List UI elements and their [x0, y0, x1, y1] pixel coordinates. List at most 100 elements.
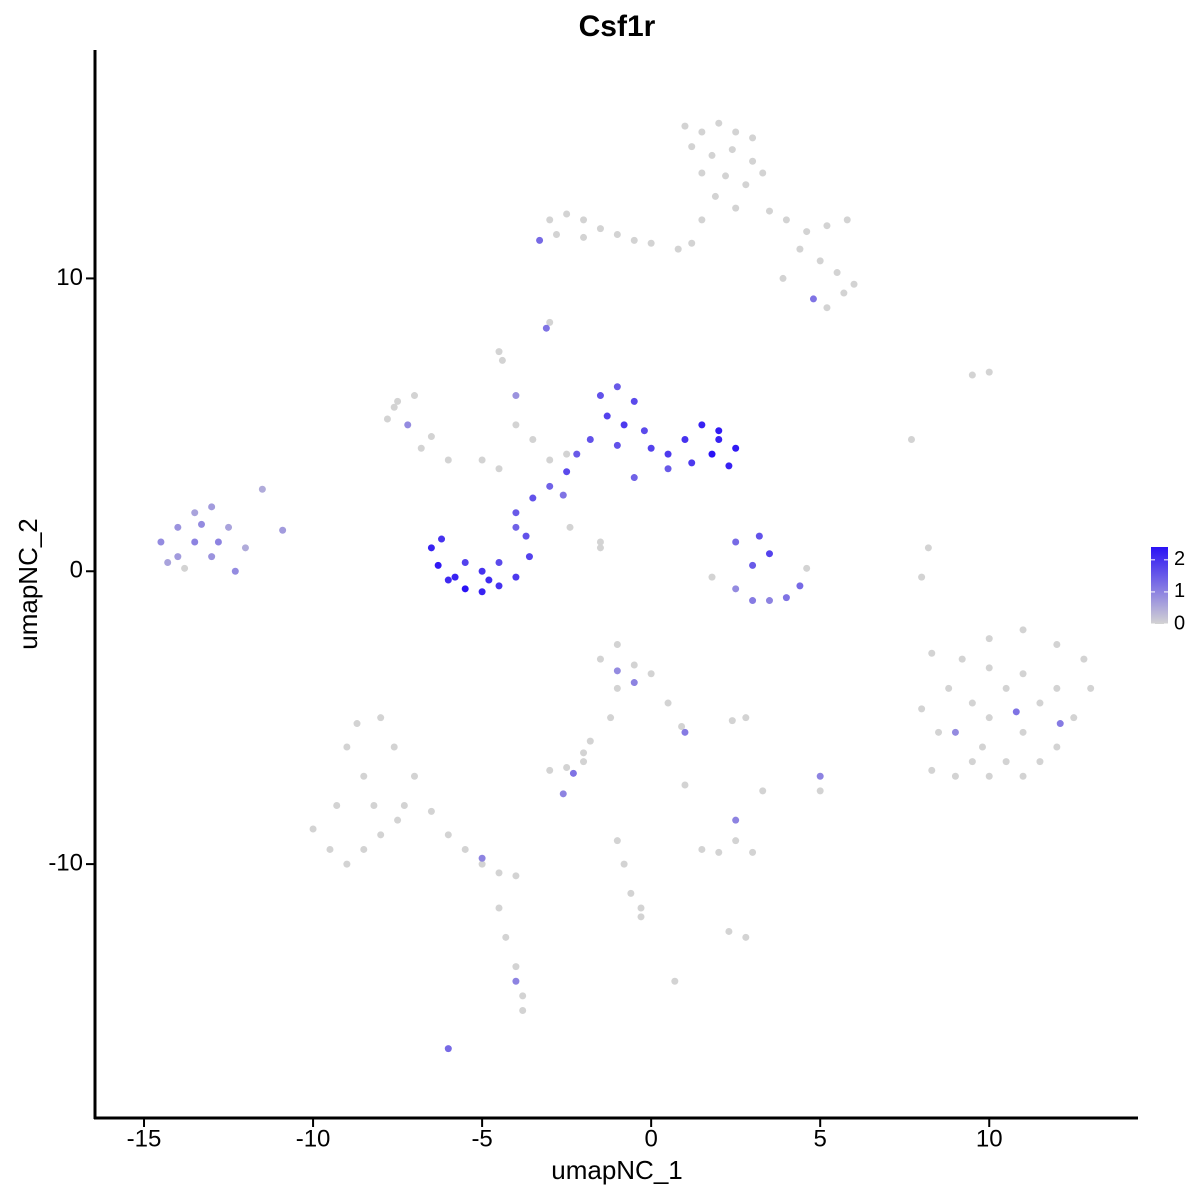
point	[678, 722, 686, 730]
point	[698, 216, 706, 224]
point	[968, 371, 976, 379]
point	[208, 503, 216, 511]
point	[637, 904, 645, 912]
point	[343, 743, 351, 751]
point	[816, 257, 824, 265]
point	[495, 582, 503, 590]
point	[688, 459, 696, 467]
colorbar-tick-label: 1	[1174, 580, 1185, 602]
point	[444, 1045, 452, 1053]
point	[698, 421, 706, 429]
point	[502, 933, 510, 941]
point	[566, 523, 574, 531]
point	[985, 664, 993, 672]
point	[945, 684, 953, 692]
point	[732, 816, 740, 824]
point	[664, 450, 672, 458]
point	[427, 544, 435, 552]
point	[326, 845, 334, 853]
point	[715, 427, 723, 435]
point	[461, 558, 469, 566]
point	[478, 860, 486, 868]
point	[732, 538, 740, 546]
point	[732, 128, 740, 136]
point	[478, 854, 486, 862]
point	[630, 661, 638, 669]
y-tick-label: -10	[48, 849, 83, 876]
point	[573, 450, 581, 458]
point	[512, 509, 520, 517]
point	[603, 412, 611, 420]
point	[580, 749, 588, 757]
point	[749, 134, 757, 142]
point	[495, 558, 503, 566]
point	[833, 269, 841, 277]
point	[580, 216, 588, 224]
point	[732, 204, 740, 212]
point	[715, 435, 723, 443]
point	[360, 772, 368, 780]
point	[444, 456, 452, 464]
point	[522, 532, 530, 540]
point	[444, 576, 452, 584]
point	[461, 845, 469, 853]
point	[174, 523, 182, 531]
point	[563, 210, 571, 218]
point	[444, 831, 452, 839]
point	[681, 728, 689, 736]
point	[404, 421, 412, 429]
point	[782, 216, 790, 224]
colorbar	[1151, 547, 1168, 624]
point	[627, 889, 635, 897]
point	[546, 216, 554, 224]
point	[552, 230, 560, 238]
point	[360, 845, 368, 853]
point	[725, 927, 733, 935]
point	[664, 699, 672, 707]
point	[749, 848, 757, 856]
point	[782, 594, 790, 602]
point	[434, 561, 442, 569]
point	[512, 977, 520, 985]
point	[613, 640, 621, 648]
x-tick-label: 10	[976, 1125, 1003, 1152]
chart-title: Csf1r	[579, 10, 656, 43]
point	[647, 239, 655, 247]
point	[580, 758, 588, 766]
point	[353, 720, 361, 728]
point	[400, 802, 408, 810]
point	[343, 860, 351, 868]
point	[580, 233, 588, 241]
point	[968, 699, 976, 707]
point	[225, 523, 233, 531]
point	[613, 441, 621, 449]
point	[438, 535, 446, 543]
point	[377, 831, 385, 839]
point	[688, 239, 696, 247]
point	[843, 216, 851, 224]
x-tick-label: -15	[127, 1125, 162, 1152]
point	[512, 573, 520, 581]
point	[546, 456, 554, 464]
point	[765, 597, 773, 605]
point	[191, 509, 199, 517]
point	[958, 655, 966, 663]
point	[525, 553, 533, 561]
point	[816, 772, 824, 780]
point	[749, 157, 757, 165]
point	[214, 538, 222, 546]
point	[197, 520, 205, 528]
x-tick-label: -5	[471, 1125, 492, 1152]
point	[498, 356, 506, 364]
point	[725, 462, 733, 470]
point	[759, 787, 767, 795]
point	[698, 845, 706, 853]
point	[519, 992, 527, 1000]
point	[174, 553, 182, 561]
point	[985, 635, 993, 643]
points	[157, 119, 1095, 1053]
point	[647, 444, 655, 452]
point	[918, 573, 926, 581]
point	[951, 772, 959, 780]
point	[478, 588, 486, 596]
